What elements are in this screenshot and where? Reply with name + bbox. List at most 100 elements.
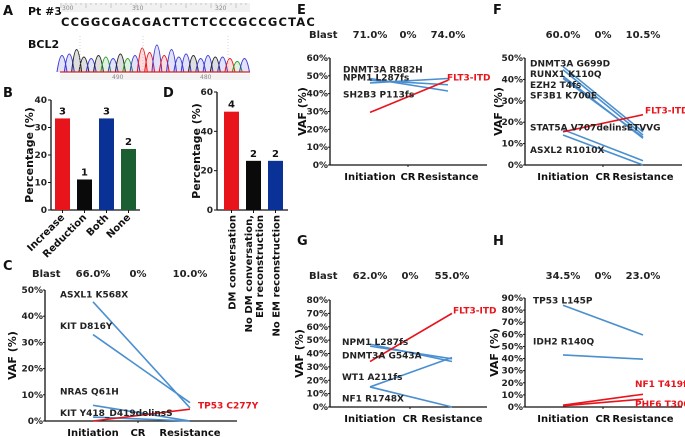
x-category-label: Initiation — [67, 428, 118, 437]
y-axis-label: VAF (%) — [293, 329, 306, 378]
y-tick-label: 10 — [34, 179, 47, 189]
series-line — [562, 65, 644, 133]
y-tick-label: 10% — [501, 140, 523, 150]
y-tick-label: 10% — [306, 143, 328, 153]
y-tick-label: 50% — [501, 342, 523, 352]
y-tick-label: 60% — [306, 323, 328, 333]
series-line — [562, 113, 644, 133]
y-axis-label: VAF (%) — [488, 328, 501, 377]
blast-label: Blast — [32, 269, 61, 280]
series-line — [92, 404, 191, 422]
bar — [99, 118, 114, 210]
ruler-tick-label: 310 — [132, 5, 144, 12]
chromatogram-trace — [56, 36, 250, 73]
y-tick-label: 40% — [306, 90, 328, 100]
y-tick-label: 40% — [306, 350, 328, 360]
series-line — [369, 77, 449, 84]
gene-label: DNMT3A R882H — [343, 66, 423, 76]
trace-peak-G — [93, 55, 104, 73]
gene-label: ASXL1 K568X — [60, 290, 128, 300]
y-tick-label: 0 — [41, 206, 47, 216]
gene-label: TP53 C277Y — [198, 401, 259, 411]
panel-label-c: C — [3, 259, 13, 274]
blast-value: 74.0% — [431, 30, 466, 41]
gene-label: SH2B3 P113fs — [343, 91, 414, 101]
bar-count-label: 3 — [103, 106, 110, 117]
gene-label: KIT Y418_D419delinsS — [60, 409, 173, 419]
bar-count-label: 2 — [250, 149, 257, 160]
series-line — [369, 345, 453, 360]
panel-label-f: F — [493, 3, 502, 18]
x-category-label: Resistance — [159, 428, 220, 437]
y-tick-label: 10% — [306, 390, 328, 400]
blast-value: 0% — [595, 271, 612, 282]
gene-label: FLT3-ITD — [453, 307, 497, 317]
gene-label: NF1 T419fs — [635, 380, 685, 390]
y-tick-label: 40% — [501, 355, 523, 365]
gene-label: ASXL2 R1010X — [530, 146, 604, 156]
x-category-label: Initiation — [537, 172, 588, 183]
blast-value: 62.0% — [353, 271, 388, 282]
y-tick-label: 40% — [21, 312, 43, 322]
line-chart-f: 60.0% 0% 10.5% 0% 10% 20% 30% 40% 50% VAF (%) Init… — [492, 30, 685, 183]
trace-tick-label: 480 — [200, 74, 212, 81]
y-tick-label: 70% — [306, 309, 328, 319]
gene-label: BCL2 — [28, 38, 59, 51]
panel-label-h: H — [493, 234, 504, 249]
gene-label: NPM1 L287fs — [342, 338, 408, 348]
x-category-label: CR — [402, 414, 417, 425]
bar — [246, 160, 261, 210]
bar — [55, 118, 70, 210]
bar-count-label: 2 — [125, 137, 132, 148]
ruler-tick-label: 320 — [215, 5, 227, 12]
panel-label-e: E — [297, 3, 306, 18]
bar — [121, 148, 136, 210]
line-chart-e: Blast 71.0% 0% 74.0% 0% 10% 20% 30% 40% 50% 60% VAF… — [296, 30, 491, 183]
x-category-label: None — [105, 212, 134, 241]
bar-chart-d: 0 20 40 60 Percentage (%) 4 2 2 DM conversation N… — [190, 88, 288, 337]
trace-peak-C — [166, 49, 177, 73]
blast-value: 0% — [130, 269, 147, 280]
y-tick-label: 30% — [21, 338, 43, 348]
y-tick-label: 80% — [501, 306, 523, 316]
gene-label: WT1 A211fs — [342, 373, 403, 383]
y-tick-label: 80% — [306, 296, 328, 306]
y-tick-label: 30 — [34, 124, 47, 134]
x-category-label: CR — [130, 428, 145, 437]
series-line — [369, 356, 453, 388]
gene-label: FLT3-ITD — [645, 106, 685, 116]
line-chart-h: 34.5% 0% 23.0% 0% 10% 20% 30% 40% 50% 60% 70% 80% 90… — [488, 271, 685, 425]
series-line — [369, 312, 453, 363]
blast-value: 10.5% — [626, 30, 661, 41]
x-category-label: CR — [595, 414, 610, 425]
blast-value: 0% — [595, 30, 612, 41]
bar — [268, 160, 283, 210]
y-tick-label: 60% — [501, 330, 523, 340]
blast-value: 55.0% — [435, 271, 470, 282]
series-line — [92, 408, 191, 422]
x-category-label: Resistance — [421, 414, 482, 425]
gene-label: PHF6 T300A — [635, 400, 685, 410]
y-axis-label: Percentage (%) — [190, 103, 203, 199]
line-chart-c: Blast 66.0% 0% 10.0% 0% 10% 20% 30% 40% 50% VAF (%… — [6, 269, 259, 437]
gene-label: KIT D816Y — [60, 322, 113, 332]
bar — [224, 111, 239, 210]
trace-peak-G — [114, 53, 126, 73]
bar-count-label: 4 — [228, 100, 235, 111]
blast-value: 0% — [400, 30, 417, 41]
trace-peak-A — [100, 56, 112, 73]
gene-label: EZH2 T4fs — [530, 81, 581, 91]
x-category-label: Resistance — [417, 172, 478, 183]
trace-peak-T — [136, 47, 148, 73]
series-line — [562, 128, 644, 162]
series-line — [562, 77, 644, 138]
x-category-label: No DM conversation, — [244, 215, 255, 332]
sanger-panel: Pt #3 BCL2 300 310 320 CCGGCGACGACTTCTCC… — [28, 3, 315, 81]
blast-value: 23.0% — [626, 271, 661, 282]
blast-label: Blast — [309, 30, 338, 41]
y-tick-label: 30% — [306, 108, 328, 118]
bar-count-label: 1 — [81, 167, 88, 178]
y-tick-label: 40 — [200, 127, 213, 137]
y-tick-label: 50% — [306, 336, 328, 346]
